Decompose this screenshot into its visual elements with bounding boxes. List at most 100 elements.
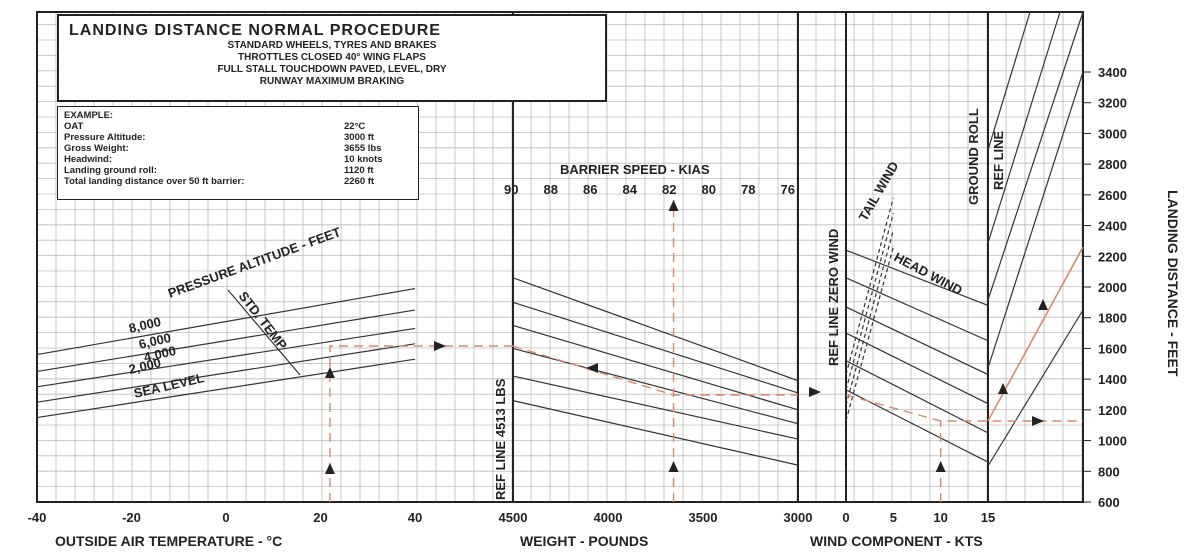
headwind-guide-line [845, 360, 989, 434]
barrier-speed-label: 84 [623, 182, 638, 197]
tailwind-guide-line [845, 197, 894, 375]
title-line-4: RUNWAY MAXIMUM BRAKING [259, 76, 405, 87]
ground-roll-guide-line [987, 11, 1061, 244]
example-row: OAT 22°C [58, 121, 418, 132]
altitude-label: 6,000 [137, 330, 172, 352]
weight-ref-line-label: REF LINE 4513 LBS [493, 378, 508, 500]
ground-roll-guide-line [987, 11, 1031, 151]
ground-roll-guide-line [987, 71, 1084, 369]
chart-title: LANDING DISTANCE NORMAL PROCEDURE [69, 22, 441, 39]
barrier-speed-title: BARRIER SPEED - KIAS [560, 162, 710, 177]
altitude-label: SEA LEVEL [132, 370, 205, 401]
std-temp-label: STD. TEMP [236, 289, 291, 353]
ground-roll-ref-label: REF LINE [991, 130, 1006, 190]
zero-wind-ref-label: REF LINE ZERO WIND [826, 229, 841, 366]
y-tick-label: 1200 [1098, 403, 1127, 418]
direction-arrow-icon [1038, 299, 1048, 310]
direction-arrow-icon [324, 463, 335, 474]
tailwind-guide-line [845, 230, 894, 406]
example-reference-path [324, 200, 1084, 502]
y-tick-label: 1800 [1098, 311, 1127, 326]
chart-frame [36, 11, 1084, 503]
y-tick-label: 3000 [1098, 126, 1127, 141]
altitude-line [36, 287, 416, 356]
tail-wind-label: TAIL WIND [856, 159, 902, 224]
y-tick-label: 3200 [1098, 96, 1127, 111]
ground-roll-label: GROUND ROLL [966, 108, 981, 205]
example-row: Pressure Altitude: 3000 ft [58, 132, 418, 143]
y-tick-label: 800 [1098, 464, 1120, 479]
head-wind-label: HEAD WIND [892, 249, 965, 298]
y-axis-title: LANDING DISTANCE - FEET [1165, 190, 1181, 377]
altitude-line [36, 327, 416, 388]
y-tick-label: 1000 [1098, 434, 1127, 449]
weight-guide-line [512, 277, 799, 382]
title-line-2: THROTTLES CLOSED 40° WING FLAPS [238, 52, 426, 63]
altitude-line [36, 343, 416, 403]
y-tick-label: 3400 [1098, 65, 1127, 80]
example-value: 2260 ft [344, 176, 375, 187]
y-tick-label: 1600 [1098, 341, 1127, 356]
example-value: 22°C [344, 121, 366, 132]
direction-arrow-icon [809, 387, 821, 397]
example-row: Landing ground roll: 1120 ft [58, 165, 418, 176]
y-tick-label: 2200 [1098, 249, 1127, 264]
weight-guide-line [512, 400, 799, 466]
y-tick-label: 600 [1098, 495, 1120, 510]
x-tick-label: 5 [890, 510, 897, 525]
barrier-speed-label: 82 [662, 182, 676, 197]
example-value: 1120 ft [344, 165, 374, 176]
barrier-speed-label: 78 [741, 182, 755, 197]
headwind-guide-line [845, 306, 989, 376]
altitude-line [36, 358, 416, 419]
example-label: OAT [64, 121, 84, 132]
title-line-1: STANDARD WHEELS, TYRES AND BRAKES [227, 40, 437, 51]
example-row: Headwind: 10 knots [58, 154, 418, 165]
example-label: Landing ground roll: [64, 165, 157, 176]
direction-arrow-icon [668, 461, 679, 472]
std-temp-line [227, 289, 301, 376]
tailwind-guide-line [845, 246, 894, 421]
ground-roll-guide-line [987, 309, 1084, 467]
x-tick-label: 10 [933, 510, 947, 525]
weight-guide-line [512, 324, 799, 411]
x-tick-label: 4500 [499, 510, 528, 525]
barrier-speed-label: 80 [702, 182, 716, 197]
title-line-3: FULL STALL TOUCHDOWN PAVED, LEVEL, DRY [217, 64, 447, 75]
x-axis-title-weight: WEIGHT - POUNDS [520, 533, 648, 549]
y-tick-label: 2800 [1098, 157, 1127, 172]
example-label: Headwind: [64, 154, 113, 165]
x-tick-label: 15 [981, 510, 995, 525]
example-row: Gross Weight: 3655 lbs [58, 143, 418, 154]
x-tick-label: 3000 [784, 510, 813, 525]
x-axis-title-wind: WIND COMPONENT - KTS [810, 533, 983, 549]
example-box: EXAMPLE: OAT 22°C Pressure Altitude: 3000 … [57, 106, 419, 200]
direction-arrow-icon [324, 367, 335, 378]
barrier-speed-label: 86 [583, 182, 597, 197]
tailwind-guide-line [845, 213, 894, 391]
barrier-speed-label: 76 [781, 182, 795, 197]
example-label: Gross Weight: [64, 143, 129, 154]
title-box: LANDING DISTANCE NORMAL PROCEDURE STANDA… [57, 14, 607, 102]
direction-arrow-icon [935, 461, 946, 472]
example-value: 10 knots [344, 154, 383, 165]
x-tick-label: 20 [313, 510, 327, 525]
y-tick-label: 2000 [1098, 280, 1127, 295]
example-path-wind [845, 394, 1083, 422]
direction-arrow-icon [434, 341, 446, 351]
barrier-speed-label: 90 [504, 182, 518, 197]
direction-arrow-icon [998, 383, 1008, 394]
altitude-line [36, 309, 416, 373]
example-label: Pressure Altitude: [64, 132, 146, 143]
weight-guide-line [512, 375, 799, 440]
barrier-speed-label: 88 [544, 182, 558, 197]
headwind-guide-line [845, 332, 989, 405]
altitude-label: 4,000 [142, 343, 177, 365]
x-axis-title-temperature: OUTSIDE AIR TEMPERATURE - °C [55, 533, 282, 549]
example-path-temperature [329, 345, 513, 502]
example-label: Total landing distance over 50 ft barrie… [64, 176, 245, 187]
headwind-guide-line [845, 249, 989, 306]
example-value: 3000 ft [344, 132, 375, 143]
headwind-guide-line [845, 389, 989, 463]
